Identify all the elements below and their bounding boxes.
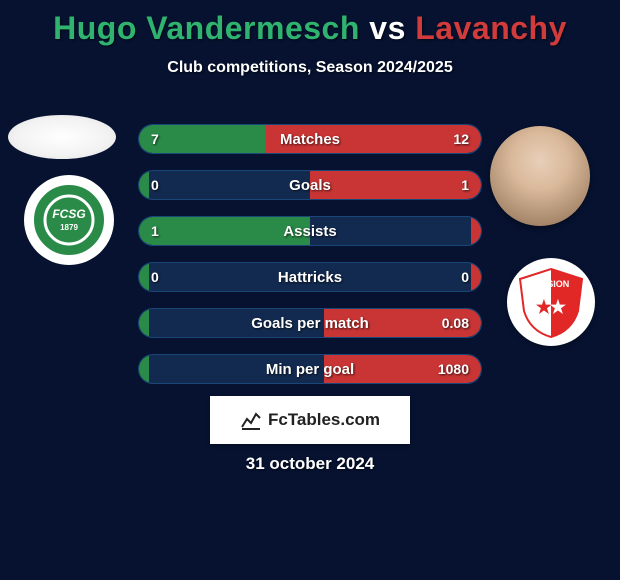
stat-label: Goals <box>139 171 481 199</box>
stat-value-right: 1 <box>461 171 469 199</box>
club-right-icon: FC SION ★ ★ <box>512 263 590 341</box>
stat-value-left: 0 <box>151 263 159 291</box>
brand-text: FcTables.com <box>268 410 380 430</box>
page-title: Hugo Vandermesch vs Lavanchy <box>0 0 620 47</box>
stat-value-right: 1080 <box>438 355 469 383</box>
stat-value-right: 0 <box>461 263 469 291</box>
stat-value-left: 7 <box>151 125 159 153</box>
stat-label: Min per goal <box>139 355 481 383</box>
stat-label: Hattricks <box>139 263 481 291</box>
stat-label: Goals per match <box>139 309 481 337</box>
chart-icon <box>240 409 262 431</box>
title-vs: vs <box>369 10 406 46</box>
date-text: 31 october 2024 <box>0 454 620 474</box>
svg-text:FC SION: FC SION <box>533 279 570 289</box>
stat-row: Assists1 <box>138 216 482 246</box>
stat-row: Min per goal1080 <box>138 354 482 384</box>
svg-text:★: ★ <box>550 297 567 317</box>
player2-club-badge: FC SION ★ ★ <box>507 258 595 346</box>
stat-row: Matches7 12 <box>138 124 482 154</box>
svg-text:FCSG: FCSG <box>52 207 85 221</box>
stat-label: Matches <box>139 125 481 153</box>
stat-row: Hattricks0 0 <box>138 262 482 292</box>
player1-avatar <box>8 115 116 159</box>
brand-badge: FcTables.com <box>210 396 410 444</box>
stat-value-left: 0 <box>151 171 159 199</box>
stat-label: Assists <box>139 217 481 245</box>
title-player1: Hugo Vandermesch <box>53 10 360 46</box>
title-player2: Lavanchy <box>415 10 567 46</box>
stat-row: Goals0 1 <box>138 170 482 200</box>
club-left-icon: FCSG 1879 <box>29 180 109 260</box>
stat-value-left: 1 <box>151 217 159 245</box>
svg-text:1879: 1879 <box>60 223 78 232</box>
stat-row: Goals per match0.08 <box>138 308 482 338</box>
stat-value-right: 0.08 <box>442 309 469 337</box>
stat-value-right: 12 <box>453 125 469 153</box>
stats-container: Matches712Goals01Assists1Hattricks00Goal… <box>138 124 482 400</box>
player2-avatar <box>490 126 590 226</box>
subtitle: Club competitions, Season 2024/2025 <box>0 59 620 77</box>
player1-club-badge: FCSG 1879 <box>24 175 114 265</box>
